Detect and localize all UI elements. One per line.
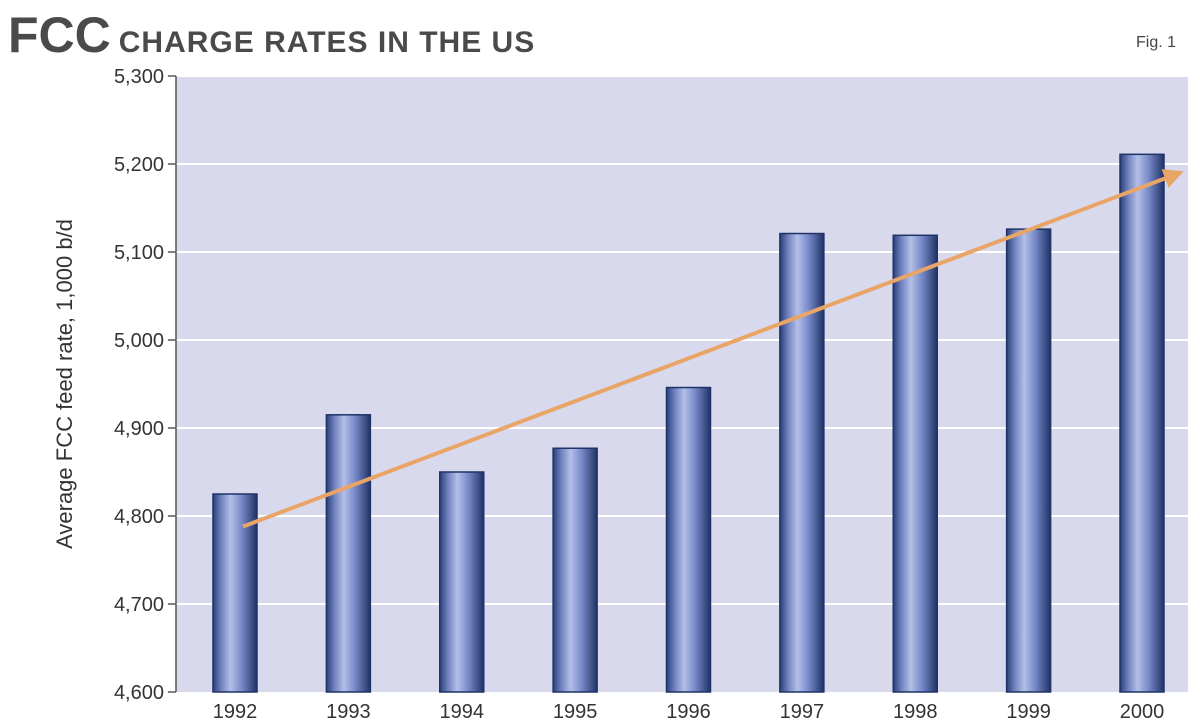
y-tick-label: 5,200 [114, 154, 164, 176]
trend-arrow [242, 169, 1184, 529]
x-tick-label: 1992 [213, 701, 258, 723]
chart-title-rest: CHARGE RATES IN THE US [118, 26, 536, 59]
y-tick-label: 4,900 [114, 418, 164, 440]
bar-1993 [325, 414, 372, 693]
y-tick-label: 4,600 [114, 682, 164, 704]
x-tick-label: 1995 [553, 701, 598, 723]
x-tick-label: 1998 [893, 701, 938, 723]
y-tick-label: 4,700 [114, 594, 164, 616]
bar-1996 [665, 386, 712, 693]
bar-1999 [1005, 228, 1052, 693]
bar-1998 [892, 234, 938, 693]
x-tick-label: 1993 [326, 701, 371, 723]
y-tick-label: 5,300 [114, 66, 164, 88]
bar-1994 [439, 471, 485, 693]
chart-title-main: FCC [8, 7, 111, 63]
x-tick-label: 2000 [1120, 701, 1165, 723]
y-tick-labels: 4,600 4,700 4,800 4,900 5,000 5,100 5,200 5,300 [114, 66, 176, 704]
x-tick-label: 1994 [440, 701, 485, 723]
x-tick-label: 1997 [780, 701, 825, 723]
figure-label: Fig. 1 [1135, 34, 1176, 51]
chart-title: FCC CHARGE RATES IN THE US [8, 6, 536, 63]
y-tick-label: 5,100 [114, 242, 164, 264]
bars [212, 153, 1165, 693]
bar-1995 [552, 447, 598, 693]
bar-1992 [212, 493, 258, 693]
bar-2000 [1119, 153, 1165, 693]
y-axis-label: Average FCC feed rate, 1,000 b/d [52, 219, 77, 549]
y-tick-label: 4,800 [114, 506, 164, 528]
y-tick-label: 5,000 [114, 330, 164, 352]
x-tick-labels: 1992 1993 1994 1995 1996 1997 1998 1999 2000 [213, 701, 1165, 723]
bar-1997 [779, 232, 825, 693]
x-tick-label: 1999 [1006, 701, 1051, 723]
x-tick-label: 1996 [666, 701, 711, 723]
